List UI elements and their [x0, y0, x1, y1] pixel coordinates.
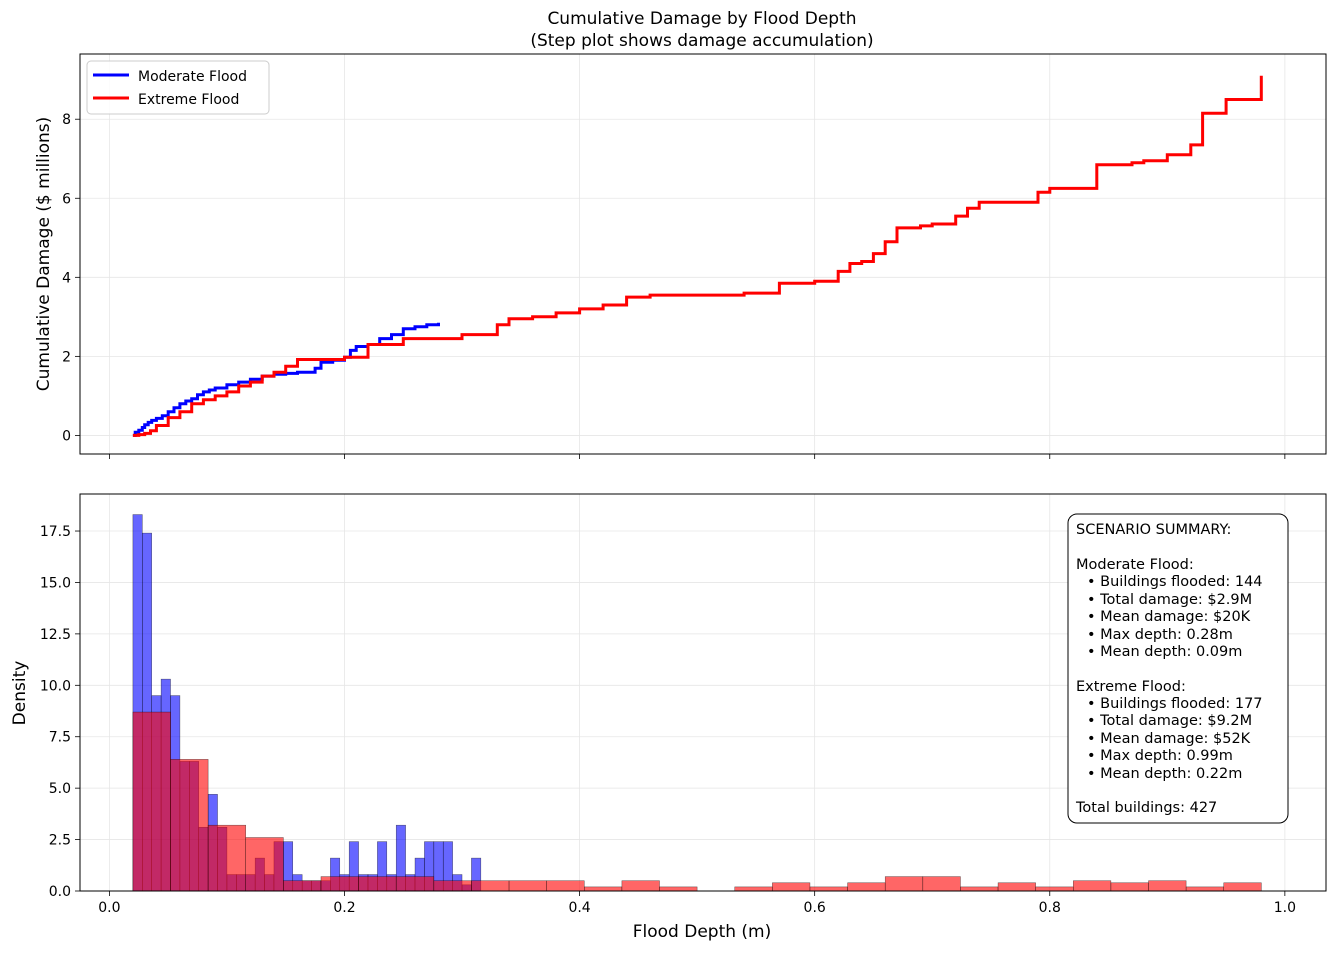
y-tick-label: 2 [62, 349, 71, 365]
extreme-flood-bar [207, 824, 246, 892]
extreme-flood-bar [997, 882, 1036, 892]
extreme-flood-bar [1035, 886, 1074, 892]
y-tick-label: 6 [62, 191, 71, 207]
extreme-flood-line [132, 75, 1263, 437]
extreme-flood-bar [884, 876, 924, 892]
summary-total: Total buildings: 427 [1075, 800, 1217, 816]
extreme-flood-bar [320, 876, 359, 892]
y-tick-label: 5.0 [49, 781, 71, 797]
summary-moderate-item: • Total damage: $2.9M [1087, 592, 1252, 608]
x-tick-label: 0.0 [98, 900, 120, 916]
summary-moderate-heading: Moderate Flood: [1076, 557, 1194, 573]
bottom-chart-ticks: 0.0 0.2 0.4 0.6 0.8 1.0 0.0 2.5 5.0 7.5 10.0 12.5 15… [40, 524, 1296, 916]
scenario-summary-box: SCENARIO SUMMARY: Moderate Flood: • Buil… [1067, 513, 1289, 824]
y-tick-label: 0 [62, 428, 71, 444]
top-chart-ylabel: Cumulative Damage ($ millions) [34, 117, 54, 392]
y-tick-label: 2.5 [49, 833, 71, 849]
extreme-flood-bar [1148, 880, 1187, 892]
extreme-flood-bar [1110, 882, 1149, 892]
extreme-flood-bar [1073, 880, 1112, 892]
extreme-flood-bar [847, 882, 886, 892]
extreme-flood-bar [922, 876, 961, 892]
y-tick-label: 7.5 [49, 730, 71, 746]
extreme-flood-bar [283, 880, 322, 892]
summary-extreme-item: • Total damage: $9.2M [1087, 713, 1252, 729]
x-tick-label: 0.2 [333, 900, 355, 916]
extreme-flood-bar [471, 880, 510, 892]
extreme-flood-bar [1223, 882, 1262, 892]
summary-moderate-item: • Buildings flooded: 144 [1087, 574, 1263, 590]
summary-moderate-item: • Max depth: 0.28m [1087, 627, 1233, 643]
top-chart-frame [79, 53, 1327, 455]
summary-extreme-item: • Buildings flooded: 177 [1087, 696, 1263, 712]
y-tick-label: 15.0 [40, 575, 71, 591]
extreme-flood-bar [508, 880, 547, 892]
y-tick-label: 12.5 [40, 627, 71, 643]
bottom-chart-frame [79, 493, 1327, 892]
extreme-flood-bar [245, 837, 284, 892]
bottom-chart-xlabel: Flood Depth (m) [633, 922, 772, 942]
y-tick-label: 10.0 [40, 678, 71, 694]
y-tick-label: 8 [62, 112, 71, 128]
summary-moderate-item: • Mean damage: $20K [1087, 609, 1251, 625]
summary-extreme-item: • Max depth: 0.99m [1087, 748, 1233, 764]
extreme-flood-bar [584, 886, 623, 892]
legend: Moderate Flood Extreme Flood [86, 60, 270, 115]
x-tick-label: 0.8 [1039, 900, 1061, 916]
extreme-flood-bar [621, 880, 660, 892]
bottom-chart-ylabel: Density [10, 661, 30, 726]
top-chart-title: Cumulative Damage by Flood Depth [547, 9, 856, 29]
extreme-flood-bar [358, 876, 397, 892]
extreme-flood-bar [395, 876, 435, 892]
top-chart-ticks: 0 2 4 6 8 [62, 112, 1286, 459]
top-chart-grid [80, 54, 1326, 454]
summary-extreme-heading: Extreme Flood: [1076, 679, 1186, 695]
y-tick-label: 17.5 [40, 524, 71, 540]
top-chart-subtitle: (Step plot shows damage accumulation) [530, 31, 873, 51]
extreme-flood-bar [170, 759, 209, 892]
extreme-flood-bar [433, 880, 472, 892]
summary-heading: SCENARIO SUMMARY: [1076, 522, 1231, 538]
legend-box [86, 60, 270, 115]
top-chart-series [132, 75, 1263, 437]
summary-extreme-item: • Mean depth: 0.22m [1087, 766, 1242, 782]
legend-label-extreme: Extreme Flood [138, 92, 239, 108]
x-tick-label: 0.4 [568, 900, 590, 916]
x-tick-label: 1.0 [1274, 900, 1296, 916]
extreme-flood-bar [772, 882, 811, 892]
extreme-flood-bar [734, 886, 773, 892]
legend-label-moderate: Moderate Flood [138, 69, 247, 85]
extreme-flood-bar [659, 886, 698, 892]
x-tick-label: 0.6 [804, 900, 826, 916]
extreme-flood-bar [1185, 886, 1224, 892]
summary-frame [1067, 513, 1289, 824]
extreme-flood-bar [132, 711, 171, 892]
extreme-flood-bar [809, 886, 848, 892]
summary-moderate-item: • Mean depth: 0.09m [1087, 644, 1242, 660]
summary-extreme-item: • Mean damage: $52K [1087, 731, 1251, 747]
y-tick-label: 4 [62, 270, 71, 286]
extreme-flood-bar [960, 886, 999, 892]
extreme-flood-bar [546, 880, 585, 892]
y-tick-label: 0.0 [49, 884, 71, 900]
